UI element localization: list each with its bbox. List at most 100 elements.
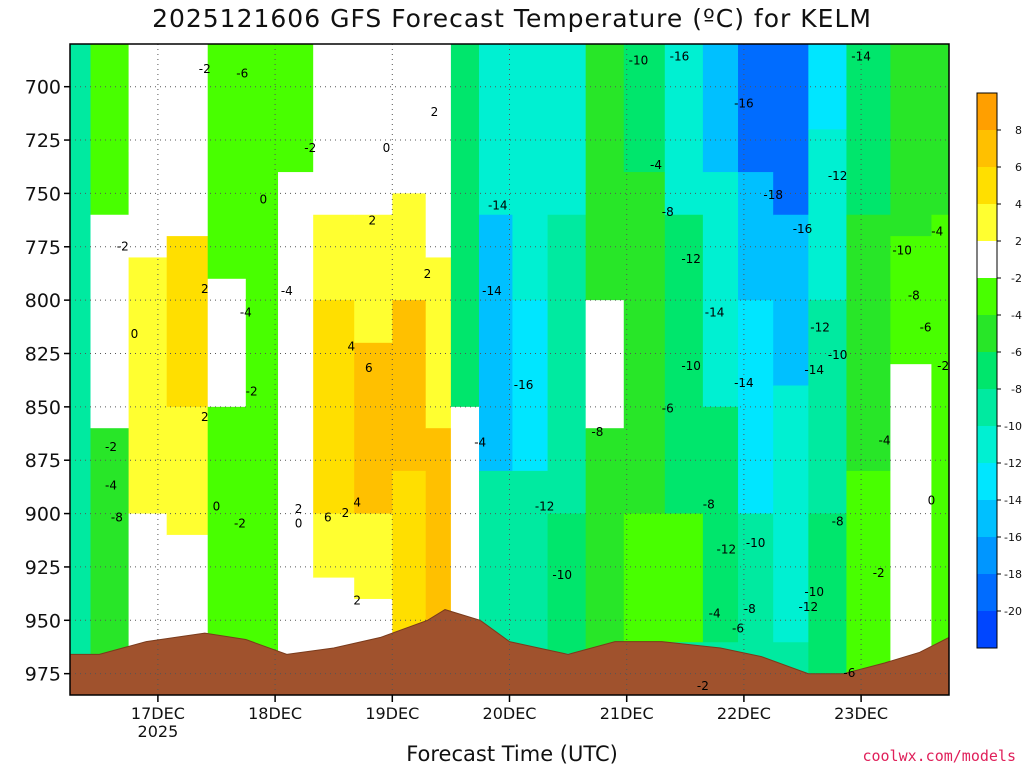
contour-label: 0	[928, 493, 936, 507]
terrain-surface	[70, 609, 949, 695]
temperature-band	[90, 214, 130, 429]
temperature-band	[846, 214, 891, 472]
temperature-band	[512, 470, 549, 653]
temperature-band	[278, 44, 314, 173]
temperature-band	[392, 193, 427, 301]
temperature-band	[128, 257, 168, 515]
contour-label: 2	[295, 502, 303, 516]
contour-label: -8	[662, 205, 674, 219]
x-year-label: 2025	[138, 722, 179, 740]
contour-label: -18	[763, 188, 783, 202]
credit-link[interactable]: coolwx.com/models	[862, 747, 1016, 765]
temperature-band	[738, 44, 774, 173]
temperature-band	[808, 129, 848, 301]
colorbar-label: -8	[1011, 383, 1022, 396]
temperature-band	[623, 513, 666, 643]
temperature-band	[512, 44, 549, 301]
x-tick-label: 20DEC	[483, 704, 537, 723]
temperature-band	[166, 44, 209, 173]
temperature-band	[450, 406, 480, 632]
contour-label: -12	[828, 169, 848, 183]
contour-label: -16	[793, 222, 813, 236]
contour-label: -14	[482, 284, 502, 298]
contour-label: -2	[199, 62, 211, 76]
temperature-band	[479, 44, 514, 216]
colorbar-label: -10	[1004, 420, 1022, 433]
contour-label: -16	[514, 378, 534, 392]
colorbar-label: -14	[1004, 494, 1022, 507]
contour-label: -12	[810, 320, 830, 334]
contour-label: -12	[535, 500, 555, 514]
contour-label: -12	[799, 600, 819, 614]
x-tick-label: 23DEC	[834, 704, 888, 723]
colorbar-swatch	[977, 389, 997, 426]
temperature-band	[808, 513, 848, 685]
contour-label: 4	[347, 340, 355, 354]
contour-label: -16	[734, 96, 754, 110]
contour-label: 2	[369, 214, 377, 228]
contour-label: -10	[804, 585, 824, 599]
contour-label: 0	[295, 517, 303, 531]
colorbar-swatch	[977, 352, 997, 389]
colorbar-swatch	[977, 500, 997, 537]
contour-label: -2	[697, 679, 709, 693]
y-tick-label: 750	[25, 183, 61, 205]
temperature-band	[585, 44, 625, 301]
contour-label: -10	[629, 54, 649, 68]
contour-label: -4	[931, 224, 943, 238]
colorbar-swatch	[977, 315, 997, 352]
y-axis: 700 725 750 775 800 825 850 875 900 925 950 975	[25, 77, 70, 686]
contour-label: 2	[424, 267, 432, 281]
contour-label: -10	[828, 348, 848, 362]
contour-label: -10	[746, 536, 766, 550]
colorbar-label: 2	[1015, 235, 1022, 248]
contour-label: -10	[681, 359, 701, 373]
x-axis-title: Forecast Time (UTC)	[406, 742, 618, 766]
contour-label: 6	[365, 361, 373, 375]
y-tick-label: 700	[25, 77, 61, 99]
temperature-band	[931, 44, 949, 216]
colorbar-swatch	[977, 574, 997, 611]
contour-label: -2	[937, 359, 949, 373]
contour-label: -2	[234, 517, 246, 531]
colorbar-label: 6	[1015, 161, 1022, 174]
temperature-band	[392, 44, 427, 195]
ground-surface	[70, 609, 949, 695]
temperature-band	[90, 44, 130, 216]
temperature-band	[278, 321, 314, 515]
temperature-band	[128, 150, 168, 259]
contour-label: -8	[591, 425, 603, 439]
colorbar-swatch	[977, 130, 997, 167]
temperature-band	[702, 44, 739, 173]
contour-label: 4	[353, 495, 361, 509]
temperature-band	[702, 406, 739, 643]
contour-label: -14	[804, 363, 824, 377]
contour-label: 2	[353, 594, 361, 608]
colorbar-label: -2	[1011, 272, 1022, 285]
temperature-band	[664, 214, 704, 515]
temperature-band	[702, 172, 739, 408]
contour-label: -4	[474, 436, 486, 450]
temperature-band	[354, 342, 393, 515]
colorbar-swatch	[977, 537, 997, 574]
colorbar-label: -20	[1004, 605, 1022, 618]
y-tick-label: 975	[25, 664, 61, 686]
colorbar-swatch	[977, 611, 997, 648]
colorbar-swatch	[977, 463, 997, 500]
contour-label: -10	[552, 568, 572, 582]
contour-label: -16	[670, 49, 690, 63]
y-tick-label: 875	[25, 450, 61, 472]
temperature-band	[479, 470, 514, 643]
contour-label: -2	[304, 141, 316, 155]
temperature-band	[166, 172, 209, 237]
x-tick-label: 22DEC	[717, 704, 771, 723]
temperature-band	[931, 214, 949, 695]
contour-label: -12	[717, 542, 737, 556]
contour-label: -10	[892, 244, 912, 258]
temperature-band	[623, 172, 666, 515]
contour-label: 2	[201, 410, 209, 424]
contour-label: -12	[681, 252, 701, 266]
temperature-band	[354, 214, 393, 344]
contour-label: -8	[111, 510, 123, 524]
